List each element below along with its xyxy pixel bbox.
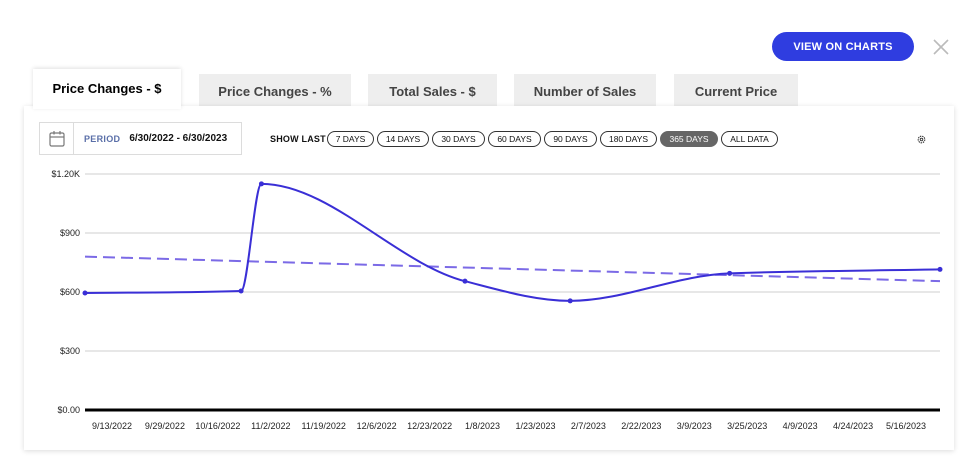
x-tick-label: 2/22/2023 xyxy=(621,421,661,431)
period-value: 6/30/2022 - 6/30/2023 xyxy=(129,133,228,144)
x-tick-label: 1/23/2023 xyxy=(515,421,555,431)
period-selector[interactable]: PERIOD 6/30/2022 - 6/30/2023 xyxy=(39,122,242,155)
price-line xyxy=(84,182,941,302)
data-point xyxy=(462,278,468,284)
range-365-days[interactable]: 365 DAYS xyxy=(660,131,718,147)
x-tick-label: 11/2/2022 xyxy=(251,421,290,431)
x-tick-label: 5/16/2023 xyxy=(886,421,926,431)
tab-current-price[interactable]: Current Price xyxy=(674,74,798,108)
calendar-button[interactable] xyxy=(40,123,74,154)
data-point xyxy=(238,288,244,294)
x-tick-label: 10/16/2022 xyxy=(195,421,240,431)
view-on-charts-button[interactable]: VIEW ON CHARTS xyxy=(772,32,914,61)
x-tick-label: 9/29/2022 xyxy=(145,421,185,431)
x-tick-label: 12/23/2022 xyxy=(407,421,452,431)
tab-price-changes-percent[interactable]: Price Changes - % xyxy=(199,74,351,108)
trend-line xyxy=(84,255,941,283)
x-tick-label: 1/8/2023 xyxy=(465,421,500,431)
y-tick-label: $300 xyxy=(60,346,80,356)
y-tick-label: $1.20K xyxy=(51,169,80,179)
gear-icon[interactable] xyxy=(916,134,927,145)
y-tick-label: $600 xyxy=(60,287,80,297)
data-point xyxy=(258,181,264,187)
close-icon[interactable] xyxy=(932,38,950,56)
range-60-days[interactable]: 60 DAYS xyxy=(488,131,541,147)
x-tick-label: 11/19/2022 xyxy=(302,421,346,431)
data-point xyxy=(567,298,573,304)
x-tick-label: 4/9/2023 xyxy=(783,421,818,431)
x-tick-label: 12/6/2022 xyxy=(357,421,397,431)
tab-total-sales[interactable]: Total Sales - $ xyxy=(368,74,497,108)
x-tick-label: 2/7/2023 xyxy=(571,421,606,431)
y-tick-label: $0.00 xyxy=(57,405,80,415)
data-point xyxy=(937,266,943,272)
data-point xyxy=(82,290,88,296)
period-label: PERIOD xyxy=(84,133,121,144)
range-7-days[interactable]: 7 DAYS xyxy=(327,131,374,147)
data-point xyxy=(727,270,733,276)
x-tick-label: 3/9/2023 xyxy=(677,421,712,431)
range-180-days[interactable]: 180 DAYS xyxy=(600,131,657,147)
x-tick-label: 3/25/2023 xyxy=(727,421,767,431)
calendar-icon xyxy=(48,131,65,147)
range-90-days[interactable]: 90 DAYS xyxy=(544,131,597,147)
range-30-days[interactable]: 30 DAYS xyxy=(432,131,485,147)
x-tick-label: 9/13/2022 xyxy=(92,421,132,431)
chart-panel xyxy=(24,106,954,450)
show-last-label: SHOW LAST xyxy=(270,134,326,144)
range-14-days[interactable]: 14 DAYS xyxy=(377,131,429,147)
y-tick-label: $900 xyxy=(60,228,80,238)
range-all-data[interactable]: ALL DATA xyxy=(721,131,778,147)
tab-number-of-sales[interactable]: Number of Sales xyxy=(514,74,656,108)
tab-price-changes-dollar[interactable]: Price Changes - $ xyxy=(33,69,181,109)
x-tick-label: 4/24/2023 xyxy=(833,421,873,431)
